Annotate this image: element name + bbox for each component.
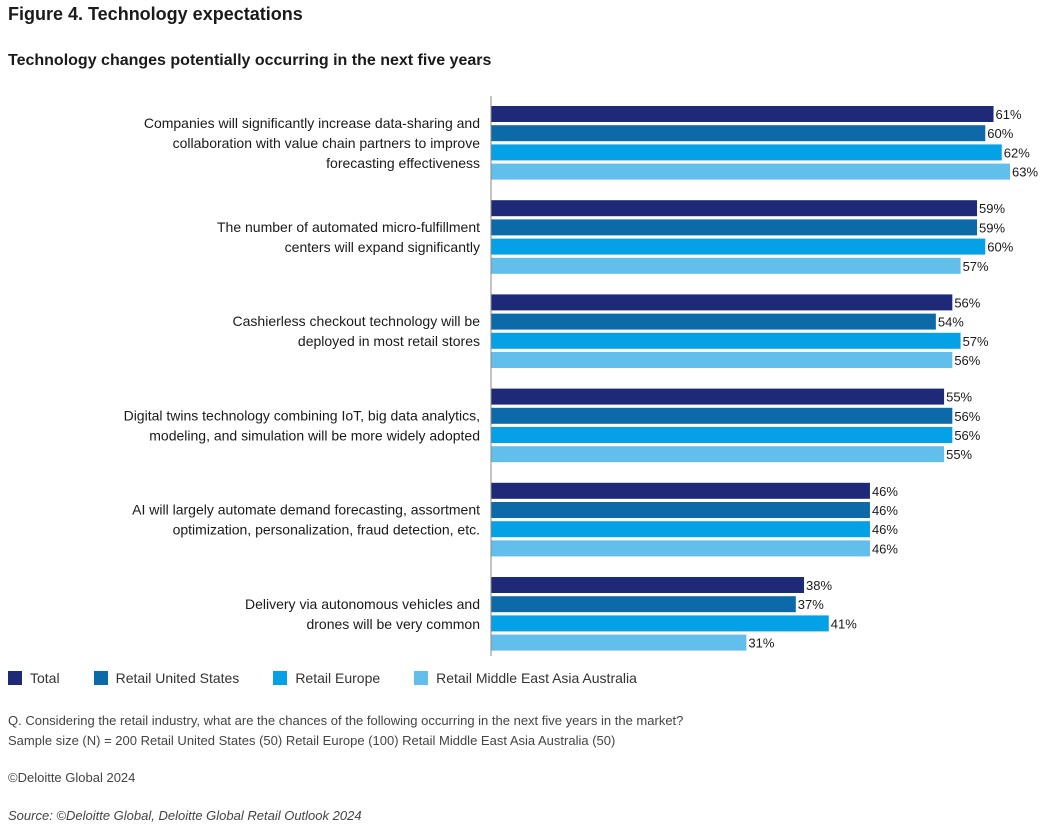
figure-title: Figure 4. Technology expectations — [8, 4, 303, 24]
bar — [491, 634, 747, 651]
bar — [491, 332, 961, 349]
source-note: Source: ©Deloitte Global, Deloitte Globa… — [8, 808, 362, 823]
legend-label: Total — [30, 670, 60, 686]
value-label: 37% — [798, 597, 824, 612]
value-label: 54% — [938, 315, 964, 330]
value-label: 46% — [872, 484, 898, 499]
category-label: Cashierless checkout technology will be d… — [233, 313, 481, 349]
bar-chart: Companies will significantly increase da… — [124, 96, 1038, 656]
value-label: 57% — [963, 334, 989, 349]
legend-swatch — [8, 671, 22, 685]
bar — [491, 352, 953, 368]
bar — [491, 219, 978, 236]
bar — [491, 388, 945, 405]
bar — [491, 163, 1010, 180]
value-label: 56% — [954, 428, 980, 443]
legend-swatch — [273, 671, 288, 685]
bar — [491, 427, 953, 443]
value-label: 59% — [979, 201, 1005, 216]
legend: Total Retail United States Retail Europe… — [8, 670, 637, 686]
value-label: 62% — [1004, 145, 1030, 160]
value-label: 56% — [954, 409, 980, 424]
value-label: 31% — [748, 636, 774, 651]
category-label: Digital twins technology combining IoT, … — [124, 407, 480, 443]
bar — [491, 446, 945, 463]
bar — [491, 200, 978, 217]
legend-swatch — [93, 671, 108, 685]
sample-size-note: Sample size (N) = 200 Retail United Stat… — [8, 733, 616, 748]
value-label: 41% — [831, 616, 857, 631]
bars-layer: Companies will significantly increase da… — [124, 106, 1038, 651]
category-label: AI will largely automate demand forecast… — [132, 502, 480, 538]
category-label: Companies will significantly increase da… — [144, 115, 480, 171]
legend-label: Retail Europe — [295, 670, 381, 686]
value-label: 46% — [872, 541, 898, 556]
bar — [491, 313, 936, 330]
bar — [491, 238, 986, 255]
bar — [491, 294, 953, 311]
legend-item-retail-europe: Retail Europe — [273, 670, 380, 686]
value-label: 63% — [1012, 165, 1038, 180]
value-label: 55% — [946, 447, 972, 462]
value-label: 60% — [987, 240, 1013, 255]
bar — [491, 502, 870, 518]
bar — [491, 106, 994, 122]
legend-swatch — [414, 671, 429, 685]
value-label: 56% — [954, 295, 980, 310]
legend-item-retail-us: Retail United States — [93, 670, 240, 686]
bar — [491, 257, 961, 274]
bar — [491, 125, 986, 142]
value-label: 46% — [872, 522, 898, 537]
value-label: 60% — [987, 126, 1013, 141]
value-label: 59% — [979, 220, 1005, 235]
bar — [491, 615, 829, 632]
value-label: 55% — [946, 390, 972, 405]
legend-item-total: Total — [8, 670, 60, 686]
bar — [491, 577, 805, 593]
category-label: Delivery via autonomous vehicles and dron… — [245, 596, 480, 632]
survey-question: Q. Considering the retail industry, what… — [8, 713, 684, 728]
bar — [491, 540, 870, 557]
legend-label: Retail United States — [115, 670, 240, 686]
value-label: 46% — [872, 503, 898, 518]
legend-label: Retail Middle East Asia Australia — [436, 670, 637, 686]
category-label: The number of automated micro-fulfillmen… — [217, 219, 480, 255]
value-label: 61% — [996, 107, 1022, 122]
chart-title: Technology changes potentially occurring… — [8, 52, 492, 69]
bar — [491, 482, 870, 499]
copyright-note: ©Deloitte Global 2024 — [8, 770, 136, 785]
value-label: 38% — [806, 578, 832, 593]
legend-item-retail-meaa: Retail Middle East Asia Australia — [414, 670, 637, 686]
bar — [491, 407, 953, 424]
value-label: 56% — [954, 353, 980, 368]
value-label: 57% — [963, 259, 989, 274]
bar — [491, 144, 1002, 161]
bar — [491, 521, 870, 538]
bar — [491, 596, 796, 613]
